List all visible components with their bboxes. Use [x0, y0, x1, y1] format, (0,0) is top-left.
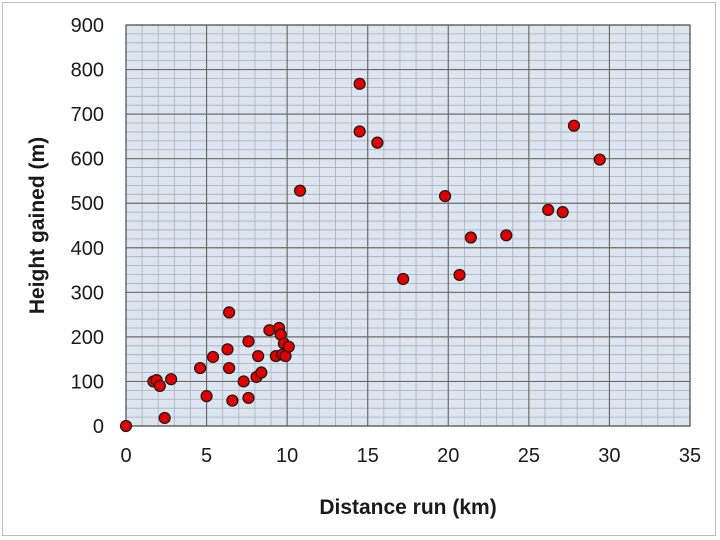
- y-tick-labels: 0 100 200 300 400 500 600 700 800 900: [71, 15, 104, 438]
- data-point: [438, 189, 452, 203]
- y-tick-label: 300: [71, 282, 104, 304]
- y-tick-label: 400: [71, 238, 104, 260]
- data-point: [567, 119, 581, 132]
- data-point: [252, 349, 265, 363]
- plot-border: [125, 24, 691, 427]
- data-point: [282, 340, 295, 353]
- y-tick-label: 0: [93, 416, 104, 438]
- data-point: [464, 231, 477, 244]
- data-point: [242, 391, 255, 405]
- x-tick-labels: 0 5 10 15 20 25 30 35: [120, 445, 701, 467]
- x-tick-label: 20: [437, 445, 459, 467]
- data-point: [353, 77, 366, 90]
- data-points: [119, 77, 606, 433]
- x-tick-label: 15: [357, 445, 379, 467]
- x-tick-label: 35: [679, 445, 701, 467]
- data-point: [371, 136, 384, 149]
- data-point: [158, 411, 171, 425]
- x-tick-label: 10: [276, 445, 298, 467]
- y-axis-title: Height gained (m): [26, 137, 49, 314]
- data-point: [593, 153, 606, 166]
- x-tick-label: 5: [201, 445, 212, 467]
- x-tick-label: 30: [598, 445, 620, 467]
- y-tick-label: 100: [71, 371, 104, 393]
- data-point: [221, 343, 234, 356]
- data-point: [119, 419, 133, 433]
- x-tick-label: 0: [120, 445, 131, 467]
- data-point: [165, 373, 178, 386]
- data-point: [223, 306, 236, 319]
- x-tick-label: 25: [518, 445, 540, 467]
- data-point: [194, 361, 207, 375]
- data-point: [206, 350, 220, 364]
- data-point: [153, 379, 166, 392]
- x-axis-title: Distance run (km): [319, 496, 496, 519]
- data-point: [500, 229, 513, 242]
- y-tick-label: 900: [71, 15, 104, 37]
- y-tick-label: 500: [71, 193, 104, 215]
- y-tick-label: 200: [71, 327, 104, 349]
- data-point: [353, 125, 366, 138]
- data-point: [293, 184, 307, 197]
- y-tick-label: 600: [71, 149, 104, 171]
- data-point: [255, 366, 268, 379]
- y-tick-label: 700: [71, 104, 104, 126]
- data-point: [556, 206, 569, 219]
- data-point: [542, 203, 555, 217]
- data-point: [453, 268, 466, 282]
- y-tick-label: 800: [71, 60, 104, 82]
- data-point: [237, 375, 250, 388]
- data-point: [226, 394, 239, 407]
- plot-area: [126, 25, 690, 426]
- data-point: [242, 335, 255, 348]
- data-point: [200, 390, 213, 403]
- data-point: [223, 361, 236, 375]
- data-point: [397, 272, 410, 286]
